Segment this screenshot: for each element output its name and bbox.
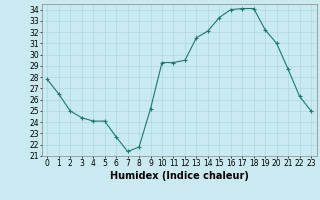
- X-axis label: Humidex (Indice chaleur): Humidex (Indice chaleur): [110, 171, 249, 181]
